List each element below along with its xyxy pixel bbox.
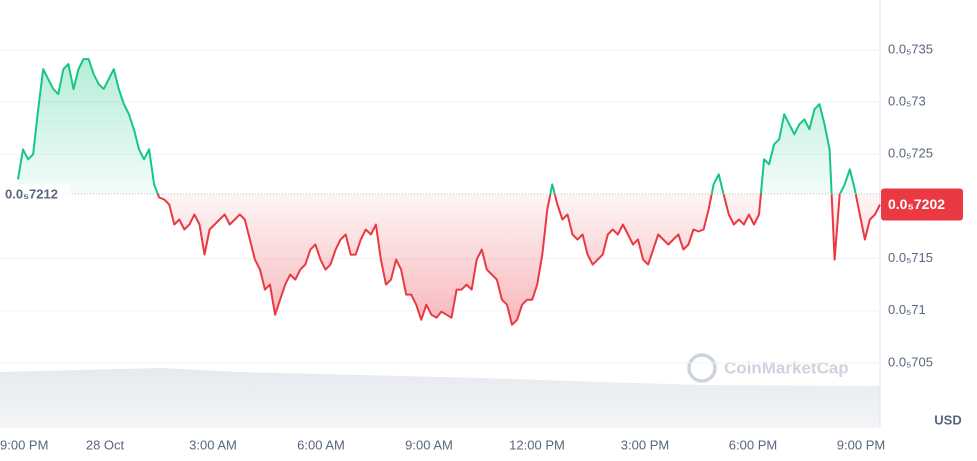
price-line	[17, 58, 881, 326]
price-area	[18, 59, 880, 325]
watermark-text: CoinMarketCap	[724, 358, 849, 377]
y-tick-label: 0.0₅71	[888, 302, 926, 317]
y-tick-label: 0.0₅705	[888, 354, 933, 369]
y-tick-label: 0.0₅715	[888, 250, 933, 265]
volume-area	[0, 368, 880, 428]
x-tick-label: 6:00 PM	[729, 437, 777, 452]
x-tick-label: 28 Oct	[86, 437, 125, 452]
x-tick-label: 9:00 AM	[405, 437, 453, 452]
y-tick-label: 0.0₅73	[888, 94, 926, 109]
x-tick-label: 12:00 PM	[509, 437, 565, 452]
reference-label: 0.0₅7212	[5, 186, 58, 201]
watermark: CoinMarketCap	[687, 353, 849, 383]
y-tick-label: 0.0₅725	[888, 146, 933, 161]
y-tick-label: 0.0₅735	[888, 41, 933, 56]
current-price-box	[881, 188, 963, 221]
x-tick-label: 3:00 PM	[621, 437, 669, 452]
x-tick-label: 9:00 PM	[0, 437, 48, 452]
current-price-label: 0.0₅7202	[888, 196, 945, 212]
x-tick-label: 3:00 AM	[189, 437, 237, 452]
x-tick-label: 6:00 AM	[297, 437, 345, 452]
x-tick-label: 9:00 PM	[837, 437, 885, 452]
reference-label-box	[0, 183, 70, 204]
currency-label: USD	[934, 412, 961, 427]
